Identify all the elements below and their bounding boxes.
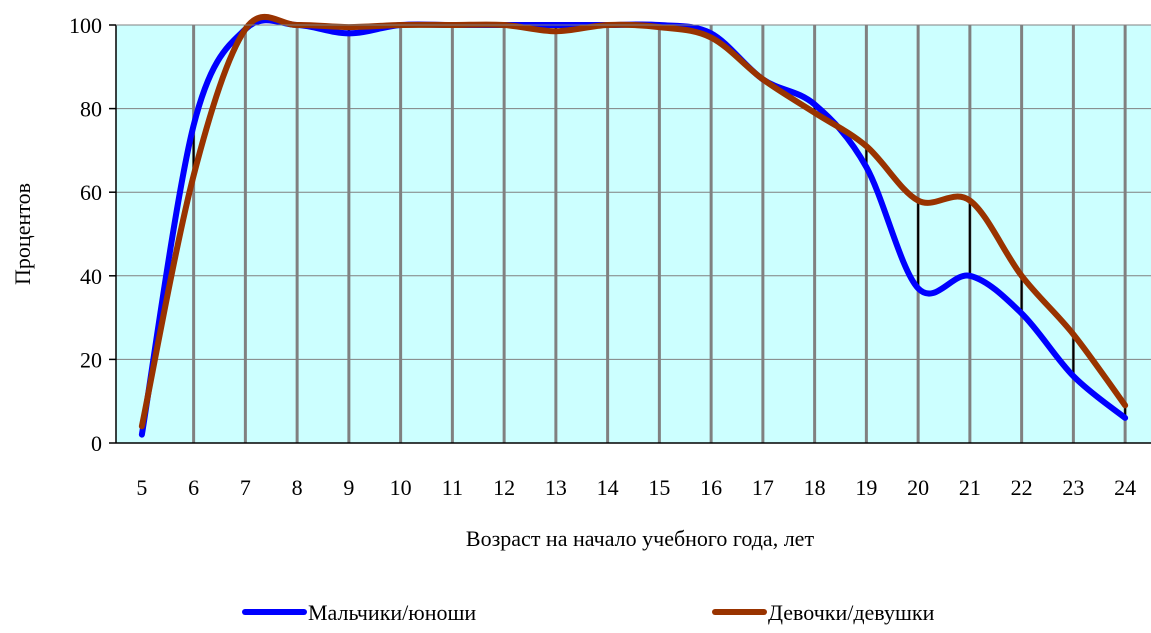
y-axis-title: Процентов bbox=[10, 183, 35, 285]
x-tick-label-13: 13 bbox=[545, 475, 567, 500]
x-tick-label-5: 5 bbox=[136, 475, 147, 500]
legend-label-boys: Мальчики/юноши bbox=[308, 600, 476, 625]
x-tick-label-19: 19 bbox=[855, 475, 877, 500]
y-tick-label-20: 20 bbox=[80, 347, 102, 372]
y-tick-label-80: 80 bbox=[80, 97, 102, 122]
axes bbox=[109, 24, 1151, 444]
x-tick-label-8: 8 bbox=[292, 475, 303, 500]
x-tick-labels: 5 6 7 8 9 10 11 12 13 14 15 16 17 18 19 20 21 22 23 24 bbox=[136, 475, 1136, 500]
legend-item-girls: Девочки/девушки bbox=[712, 600, 935, 625]
y-tick-label-0: 0 bbox=[91, 431, 102, 456]
x-tick-label-24: 24 bbox=[1114, 475, 1136, 500]
x-tick-label-12: 12 bbox=[493, 475, 515, 500]
x-tick-label-22: 22 bbox=[1011, 475, 1033, 500]
x-tick-label-23: 23 bbox=[1062, 475, 1084, 500]
x-tick-label-20: 20 bbox=[907, 475, 929, 500]
legend-item-boys: Мальчики/юноши bbox=[242, 600, 476, 625]
x-axis-title: Возраст на начало учебного года, лет bbox=[466, 526, 815, 551]
x-tick-label-10: 10 bbox=[390, 475, 412, 500]
x-tick-label-16: 16 bbox=[700, 475, 722, 500]
y-tick-label-60: 60 bbox=[80, 180, 102, 205]
y-tick-label-100: 100 bbox=[69, 13, 102, 38]
x-tick-label-17: 17 bbox=[752, 475, 774, 500]
plot-background bbox=[116, 25, 1151, 443]
x-tick-label-11: 11 bbox=[442, 475, 463, 500]
legend: Мальчики/юноши Девочки/девушки bbox=[242, 600, 935, 625]
x-tick-label-15: 15 bbox=[648, 475, 670, 500]
x-tick-label-14: 14 bbox=[597, 475, 619, 500]
x-tick-label-18: 18 bbox=[804, 475, 826, 500]
legend-label-girls: Девочки/девушки bbox=[768, 600, 935, 625]
y-tick-labels: 0 20 40 60 80 100 bbox=[69, 13, 102, 456]
x-tick-label-9: 9 bbox=[343, 475, 354, 500]
x-tick-label-21: 21 bbox=[959, 475, 981, 500]
x-tick-label-6: 6 bbox=[188, 475, 199, 500]
y-tick-label-40: 40 bbox=[80, 264, 102, 289]
x-tick-label-7: 7 bbox=[240, 475, 251, 500]
vertical-gridlines bbox=[192, 25, 1127, 443]
horizontal-gridlines bbox=[116, 24, 1151, 360]
